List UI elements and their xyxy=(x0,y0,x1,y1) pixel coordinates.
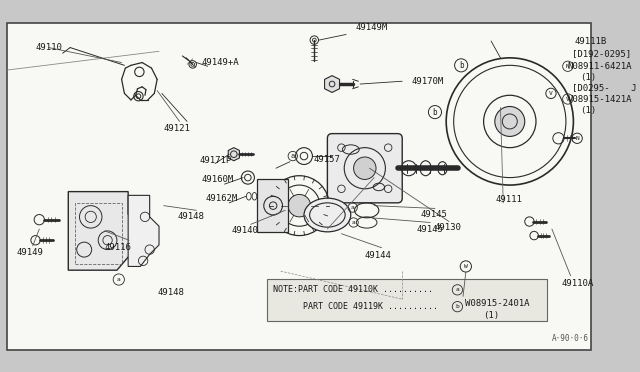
Text: W08915-2401A: W08915-2401A xyxy=(465,299,529,308)
Text: 49116: 49116 xyxy=(105,243,132,252)
Text: b: b xyxy=(433,108,437,116)
Text: b: b xyxy=(459,61,463,70)
Text: a: a xyxy=(351,205,355,210)
Text: 49145: 49145 xyxy=(421,211,448,219)
Text: a: a xyxy=(117,277,121,282)
Text: 49157: 49157 xyxy=(314,155,340,164)
Text: 49149: 49149 xyxy=(17,248,44,257)
Text: a: a xyxy=(352,220,355,225)
FancyBboxPatch shape xyxy=(8,23,591,350)
Text: a: a xyxy=(291,153,295,159)
Text: b: b xyxy=(456,304,460,309)
Text: V: V xyxy=(549,91,553,96)
Text: V: V xyxy=(566,96,570,102)
Polygon shape xyxy=(128,195,159,266)
Text: (1): (1) xyxy=(484,311,500,320)
Circle shape xyxy=(288,195,310,217)
Text: 49170M: 49170M xyxy=(412,77,444,86)
Text: NOTE:PART CODE 49110K ..........: NOTE:PART CODE 49110K .......... xyxy=(273,285,433,294)
Text: (1): (1) xyxy=(580,106,596,115)
Text: 49148: 49148 xyxy=(178,212,205,221)
Polygon shape xyxy=(257,179,288,232)
Text: 49149M: 49149M xyxy=(355,23,388,32)
Text: 49110: 49110 xyxy=(36,43,63,52)
Circle shape xyxy=(353,157,376,179)
Text: 49160M: 49160M xyxy=(201,175,234,184)
Text: (1): (1) xyxy=(580,73,596,82)
Text: W: W xyxy=(464,264,468,269)
Text: 49111: 49111 xyxy=(496,195,523,203)
Text: V08915-1421A: V08915-1421A xyxy=(568,94,632,103)
Text: 49144: 49144 xyxy=(365,251,392,260)
Polygon shape xyxy=(228,148,239,161)
Text: 49121: 49121 xyxy=(164,125,191,134)
Polygon shape xyxy=(68,192,136,270)
Text: 49145: 49145 xyxy=(416,225,443,234)
Text: 49148: 49148 xyxy=(157,288,184,297)
Text: a: a xyxy=(456,287,460,292)
Text: 49111B: 49111B xyxy=(574,38,607,46)
FancyBboxPatch shape xyxy=(328,134,402,203)
Text: 49171P: 49171P xyxy=(199,156,232,165)
Text: [D0295-    J: [D0295- J xyxy=(572,83,637,92)
FancyBboxPatch shape xyxy=(267,279,547,321)
Ellipse shape xyxy=(304,198,351,232)
Text: N: N xyxy=(575,136,579,141)
Text: N08911-6421A: N08911-6421A xyxy=(568,62,632,71)
Circle shape xyxy=(495,106,525,137)
Text: A·90·0·6: A·90·0·6 xyxy=(552,334,589,343)
Text: 49130: 49130 xyxy=(435,223,462,232)
Text: 49162M: 49162M xyxy=(206,194,238,203)
Text: 49110A: 49110A xyxy=(561,279,593,288)
Text: 49149+A: 49149+A xyxy=(201,58,239,67)
Polygon shape xyxy=(324,76,340,93)
Text: 49140: 49140 xyxy=(232,227,259,235)
Text: N: N xyxy=(566,64,570,69)
Text: PART CODE 49119K ..........: PART CODE 49119K .......... xyxy=(273,302,438,311)
Text: [D192-0295]: [D192-0295] xyxy=(572,49,632,58)
